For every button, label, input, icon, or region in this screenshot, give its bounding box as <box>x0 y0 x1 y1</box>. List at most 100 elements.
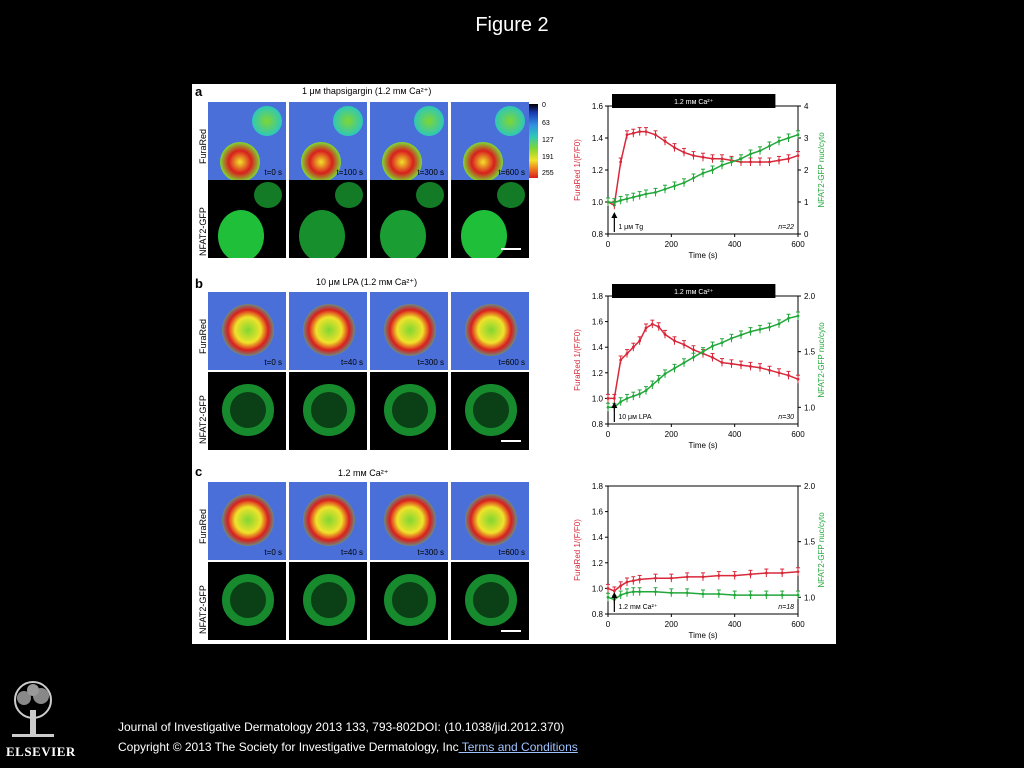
nfat2-gfp-image <box>451 562 529 640</box>
nfat2-gfp-image <box>208 372 286 450</box>
terms-and-conditions-link[interactable]: Terms and Conditions <box>458 740 578 754</box>
y-tick-label: 0.8 <box>592 420 604 429</box>
data-point <box>644 326 648 330</box>
data-point <box>796 154 800 157</box>
data-point <box>638 578 642 581</box>
data-point <box>701 592 705 596</box>
y-tick-label: 0.8 <box>592 610 604 619</box>
colorbar-tick: 191 <box>542 154 554 161</box>
y-axis-label: FuraRed 1/(F/F0) <box>573 519 582 581</box>
data-point <box>606 397 610 400</box>
furared-image: t=40 s <box>289 482 367 560</box>
data-point <box>720 341 724 345</box>
data-point <box>749 160 752 164</box>
data-point <box>739 333 743 337</box>
furared-image: t=0 s <box>208 292 286 370</box>
x-tick-label: 600 <box>791 620 805 629</box>
elsevier-tree-logo <box>12 681 54 737</box>
data-point <box>606 587 610 590</box>
data-point <box>638 590 642 594</box>
data-point <box>612 201 616 205</box>
data-point <box>749 365 752 368</box>
data-point <box>777 159 781 162</box>
citation-text: Journal of Investigative Dermatology 201… <box>118 720 565 734</box>
x-axis-label: Time (s) <box>688 441 717 450</box>
furared-image: t=100 s <box>289 102 367 180</box>
publisher-logo-text: ELSEVIER <box>6 744 76 759</box>
data-point <box>638 194 642 197</box>
colorbar-tick: 127 <box>542 137 554 144</box>
y-tick-label: 1.0 <box>592 584 604 593</box>
scale-bar <box>501 630 521 632</box>
x-axis-label: Time (s) <box>688 251 717 260</box>
row-label-gfp-b: NFAT2-GFP <box>198 395 208 444</box>
y2-tick-label: 2 <box>804 166 809 175</box>
data-point <box>777 139 781 143</box>
panel-label-a: a <box>195 84 203 99</box>
data-point <box>606 200 610 204</box>
y2-tick-label: 1.0 <box>804 403 816 412</box>
y2-tick-label: 1 <box>804 198 809 207</box>
furared-image: t=600 s <box>451 292 529 370</box>
data-point <box>717 574 721 577</box>
data-point <box>796 570 800 574</box>
data-point <box>764 593 768 597</box>
time-label: t=0 s <box>264 168 282 177</box>
y2-tick-label: 1.5 <box>804 538 816 547</box>
data-point <box>625 352 629 355</box>
data-point <box>768 144 771 148</box>
figure-svg: 1.2 mм Ca²⁺0 200 400 6000.81.01.21.41.60123… <box>573 94 826 640</box>
nfat2-gfp-image <box>370 372 448 450</box>
data-point <box>606 405 610 409</box>
data-point <box>711 168 714 172</box>
data-point <box>733 593 737 597</box>
data-point <box>749 330 752 334</box>
data-point <box>657 325 661 329</box>
data-point <box>631 590 635 594</box>
nfat2-gfp-image <box>289 372 367 450</box>
x-tick-label: 200 <box>665 620 679 629</box>
data-point <box>685 575 689 579</box>
data-point <box>749 593 752 597</box>
y-tick-label: 1.4 <box>592 343 604 352</box>
data-point <box>787 316 790 320</box>
nfat2-gfp-image <box>289 180 367 258</box>
data-point <box>701 171 705 175</box>
data-point <box>673 366 676 370</box>
x-tick-label: 200 <box>665 430 679 439</box>
stimulus-annotation: 1 μм Tg <box>618 224 643 231</box>
data-point <box>787 373 790 377</box>
data-point <box>625 591 629 595</box>
data-point <box>669 591 673 595</box>
y-tick-label: 1.8 <box>592 482 604 491</box>
nfat2-series-line <box>607 590 798 601</box>
y2-axis-label: NFAT2-GFP nuc/cyto <box>817 512 826 588</box>
furared-image: t=40 s <box>289 292 367 370</box>
data-point <box>631 345 635 349</box>
x-tick-label: 400 <box>728 430 742 439</box>
stimulus-arrowhead <box>611 402 618 408</box>
data-point <box>631 131 635 135</box>
data-point <box>701 575 705 579</box>
x-tick-label: 600 <box>791 430 805 439</box>
slide-title: Figure 2 <box>475 14 549 36</box>
data-point <box>654 590 657 594</box>
data-point <box>682 181 686 185</box>
x-tick-label: 0 <box>606 620 611 629</box>
data-point <box>701 155 705 159</box>
data-point <box>663 333 667 336</box>
data-point <box>692 154 695 157</box>
data-point <box>780 593 784 597</box>
furared-image: t=300 s <box>370 482 448 560</box>
data-point <box>654 191 657 194</box>
stimulus-bar <box>612 284 776 298</box>
time-label: t=300 s <box>417 168 444 177</box>
scale-bar <box>501 248 521 250</box>
data-point <box>625 580 629 584</box>
furared-image: t=0 s <box>208 102 286 180</box>
nfat2-gfp-image <box>208 180 286 258</box>
panel-label-c: c <box>195 464 203 479</box>
data-point <box>631 195 635 199</box>
data-point <box>758 160 762 164</box>
x-tick-label: 400 <box>728 240 742 249</box>
